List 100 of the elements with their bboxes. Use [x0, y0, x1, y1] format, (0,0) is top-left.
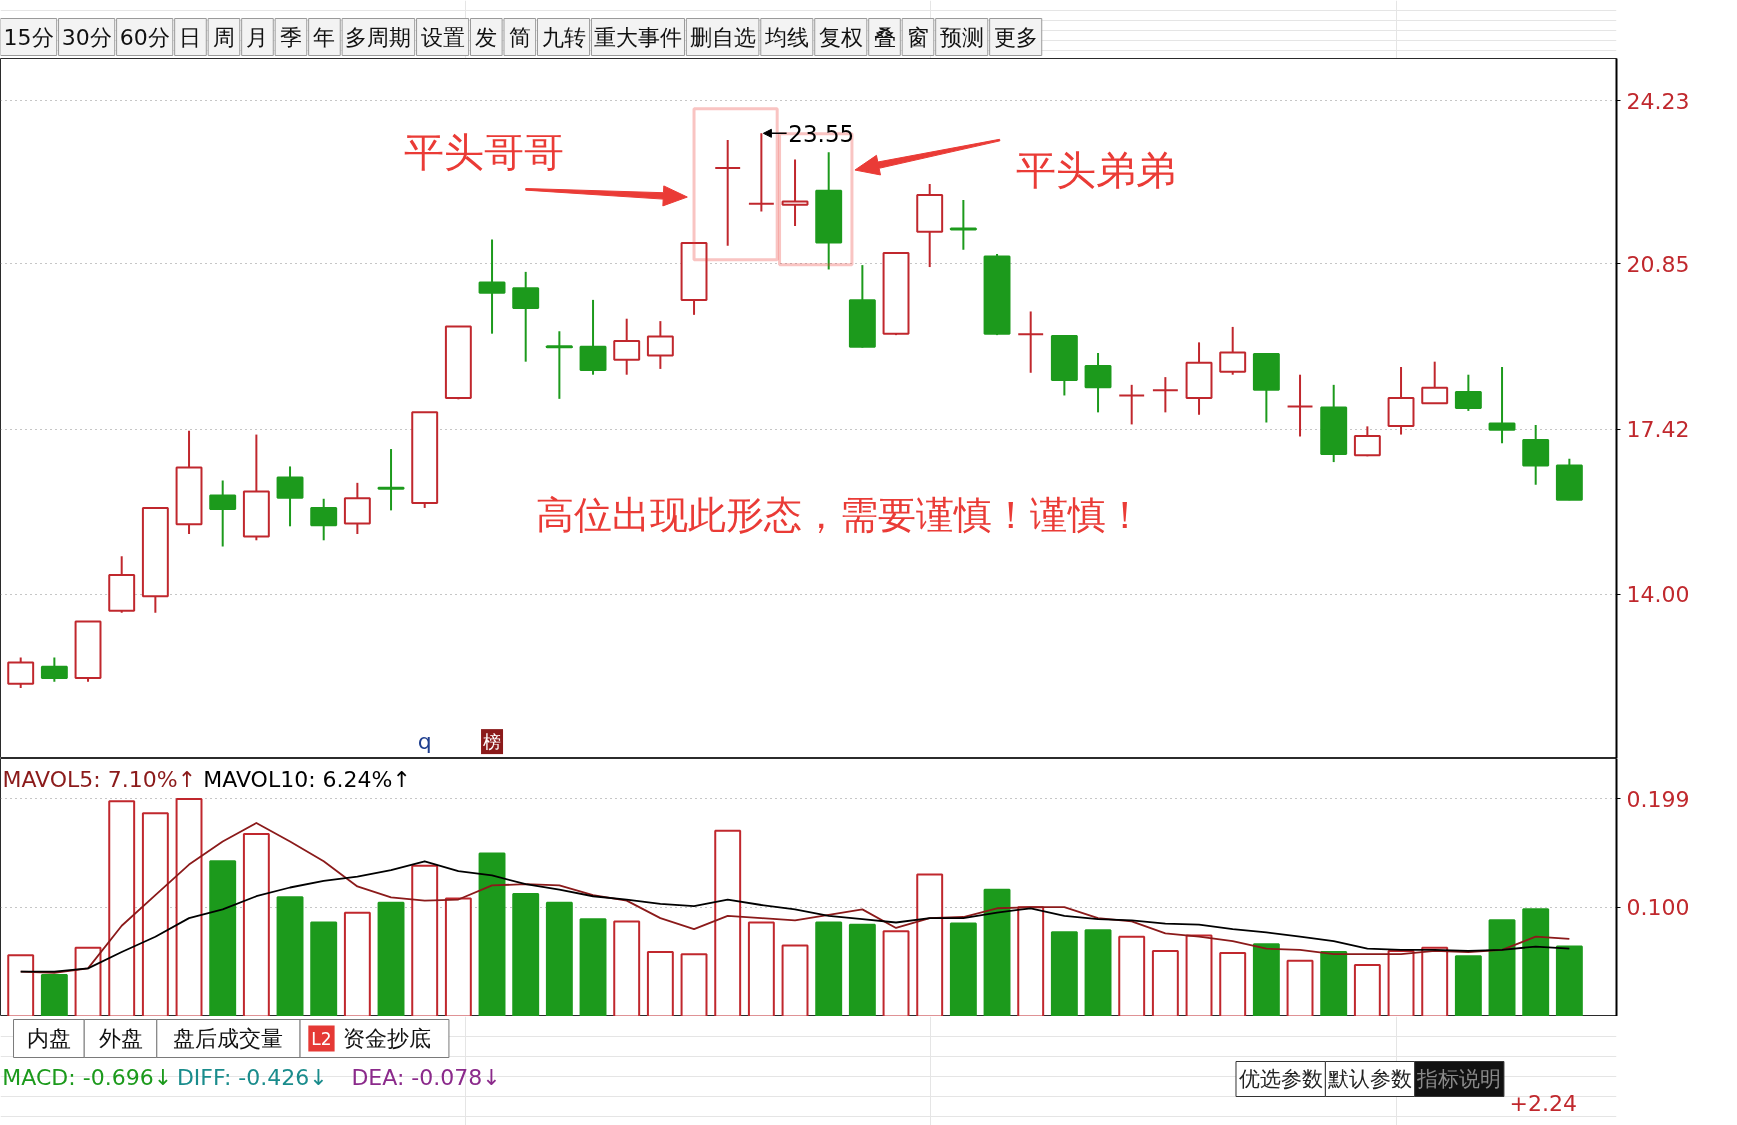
bar — [747, 921, 775, 1016]
bar — [1017, 906, 1045, 1016]
y-tick-label: 24.23 — [1626, 88, 1690, 114]
bar — [141, 812, 169, 1016]
bar — [1555, 945, 1583, 1016]
bar — [646, 951, 674, 1016]
text: 叠 — [873, 25, 896, 50]
bar — [175, 797, 203, 1016]
text: 默认参数 — [1326, 1066, 1412, 1091]
bar — [545, 901, 573, 1016]
bar — [1454, 955, 1482, 1016]
candlestick — [1017, 310, 1045, 374]
text: 窗 — [907, 25, 929, 50]
candlestick — [714, 139, 742, 247]
line-series — [19, 860, 1571, 973]
bar — [916, 873, 944, 1016]
text: 预测 — [939, 25, 984, 50]
bar — [1320, 951, 1348, 1016]
text: 盘后成交量 — [173, 1026, 284, 1051]
text: 资金抄底 — [342, 1026, 431, 1051]
y-tick-label: 0.199 — [1626, 786, 1690, 812]
bar — [848, 923, 876, 1016]
bar — [444, 897, 472, 1016]
text: 重大事件 — [593, 25, 682, 50]
annotation: q — [417, 729, 432, 755]
bar — [1522, 908, 1550, 1016]
text: 周 — [212, 25, 235, 50]
bar — [882, 930, 910, 1016]
y-tick-label: 20.85 — [1626, 251, 1690, 277]
bar — [512, 893, 540, 1016]
annotation: 平头哥哥 — [403, 128, 564, 175]
annotation: 高位出现此形态，需要谨慎！谨慎！ — [536, 492, 1145, 537]
bar — [40, 973, 68, 1016]
text: MAVOL10: 6.24%↑ — [203, 766, 411, 792]
candlestick — [1118, 383, 1146, 426]
text: MACD: -0.696↓ — [2, 1065, 173, 1090]
text: 删自选 — [689, 25, 756, 50]
text: 15分 — [3, 25, 54, 50]
bar — [1151, 949, 1179, 1016]
bar — [1118, 935, 1146, 1016]
candlestick — [949, 198, 977, 251]
text: 更多 — [993, 25, 1038, 50]
candlestick — [377, 448, 405, 512]
text: 简 — [508, 25, 531, 50]
text: 均线 — [763, 25, 809, 50]
text: DIFF: -0.426↓ — [176, 1065, 328, 1090]
bar — [579, 918, 607, 1016]
text: 月 — [246, 25, 269, 50]
annotation: 23.55 — [788, 120, 855, 147]
bar — [613, 920, 641, 1016]
bar — [377, 901, 405, 1016]
candlestick — [747, 132, 775, 213]
bar — [1219, 952, 1247, 1016]
text: 年 — [313, 25, 336, 50]
bar — [983, 888, 1011, 1016]
text: L2 — [311, 1028, 332, 1049]
bar — [1252, 943, 1280, 1016]
candlestick — [1286, 373, 1314, 438]
text: 内盘 — [26, 1026, 71, 1051]
bar — [74, 946, 102, 1016]
bar — [1353, 964, 1381, 1016]
y-tick-label: 17.42 — [1626, 417, 1690, 443]
bar — [1387, 949, 1415, 1016]
bar — [815, 921, 843, 1016]
bar — [781, 944, 809, 1016]
bar — [108, 800, 136, 1016]
text: 优选参数 — [1238, 1066, 1323, 1091]
text: +2.24 — [1509, 1090, 1577, 1116]
bar — [478, 852, 506, 1016]
bar — [1050, 931, 1078, 1016]
y-tick-label: 14.00 — [1626, 582, 1690, 608]
bar — [949, 922, 977, 1016]
annotation: 榜 — [483, 731, 502, 753]
text: MAVOL5: 7.10%↑ — [2, 766, 197, 792]
annotation: 平头弟弟 — [1016, 146, 1177, 193]
text: DEA: -0.078↓ — [351, 1065, 501, 1090]
text: 季 — [279, 25, 302, 50]
text: 指标说明 — [1416, 1066, 1502, 1091]
bar — [411, 864, 439, 1016]
text: 设置 — [420, 25, 465, 50]
bar — [276, 896, 304, 1016]
text: 30分 — [61, 25, 112, 50]
bar — [1084, 929, 1112, 1016]
bar — [1185, 934, 1213, 1016]
candlestick — [781, 158, 809, 228]
y-tick-label: 0.100 — [1626, 895, 1690, 921]
text: 发 — [475, 25, 498, 50]
text: 外盘 — [98, 1026, 143, 1051]
bar — [310, 921, 338, 1016]
text: 多周期 — [345, 25, 412, 50]
bar — [242, 832, 270, 1016]
candlestick — [478, 238, 506, 335]
candlestick — [545, 330, 573, 400]
bar — [714, 829, 742, 1016]
text: 60分 — [119, 25, 170, 50]
bar — [680, 953, 708, 1016]
bar — [7, 954, 35, 1016]
bar — [209, 860, 237, 1016]
text: 复权 — [818, 25, 863, 50]
bar — [343, 911, 371, 1016]
